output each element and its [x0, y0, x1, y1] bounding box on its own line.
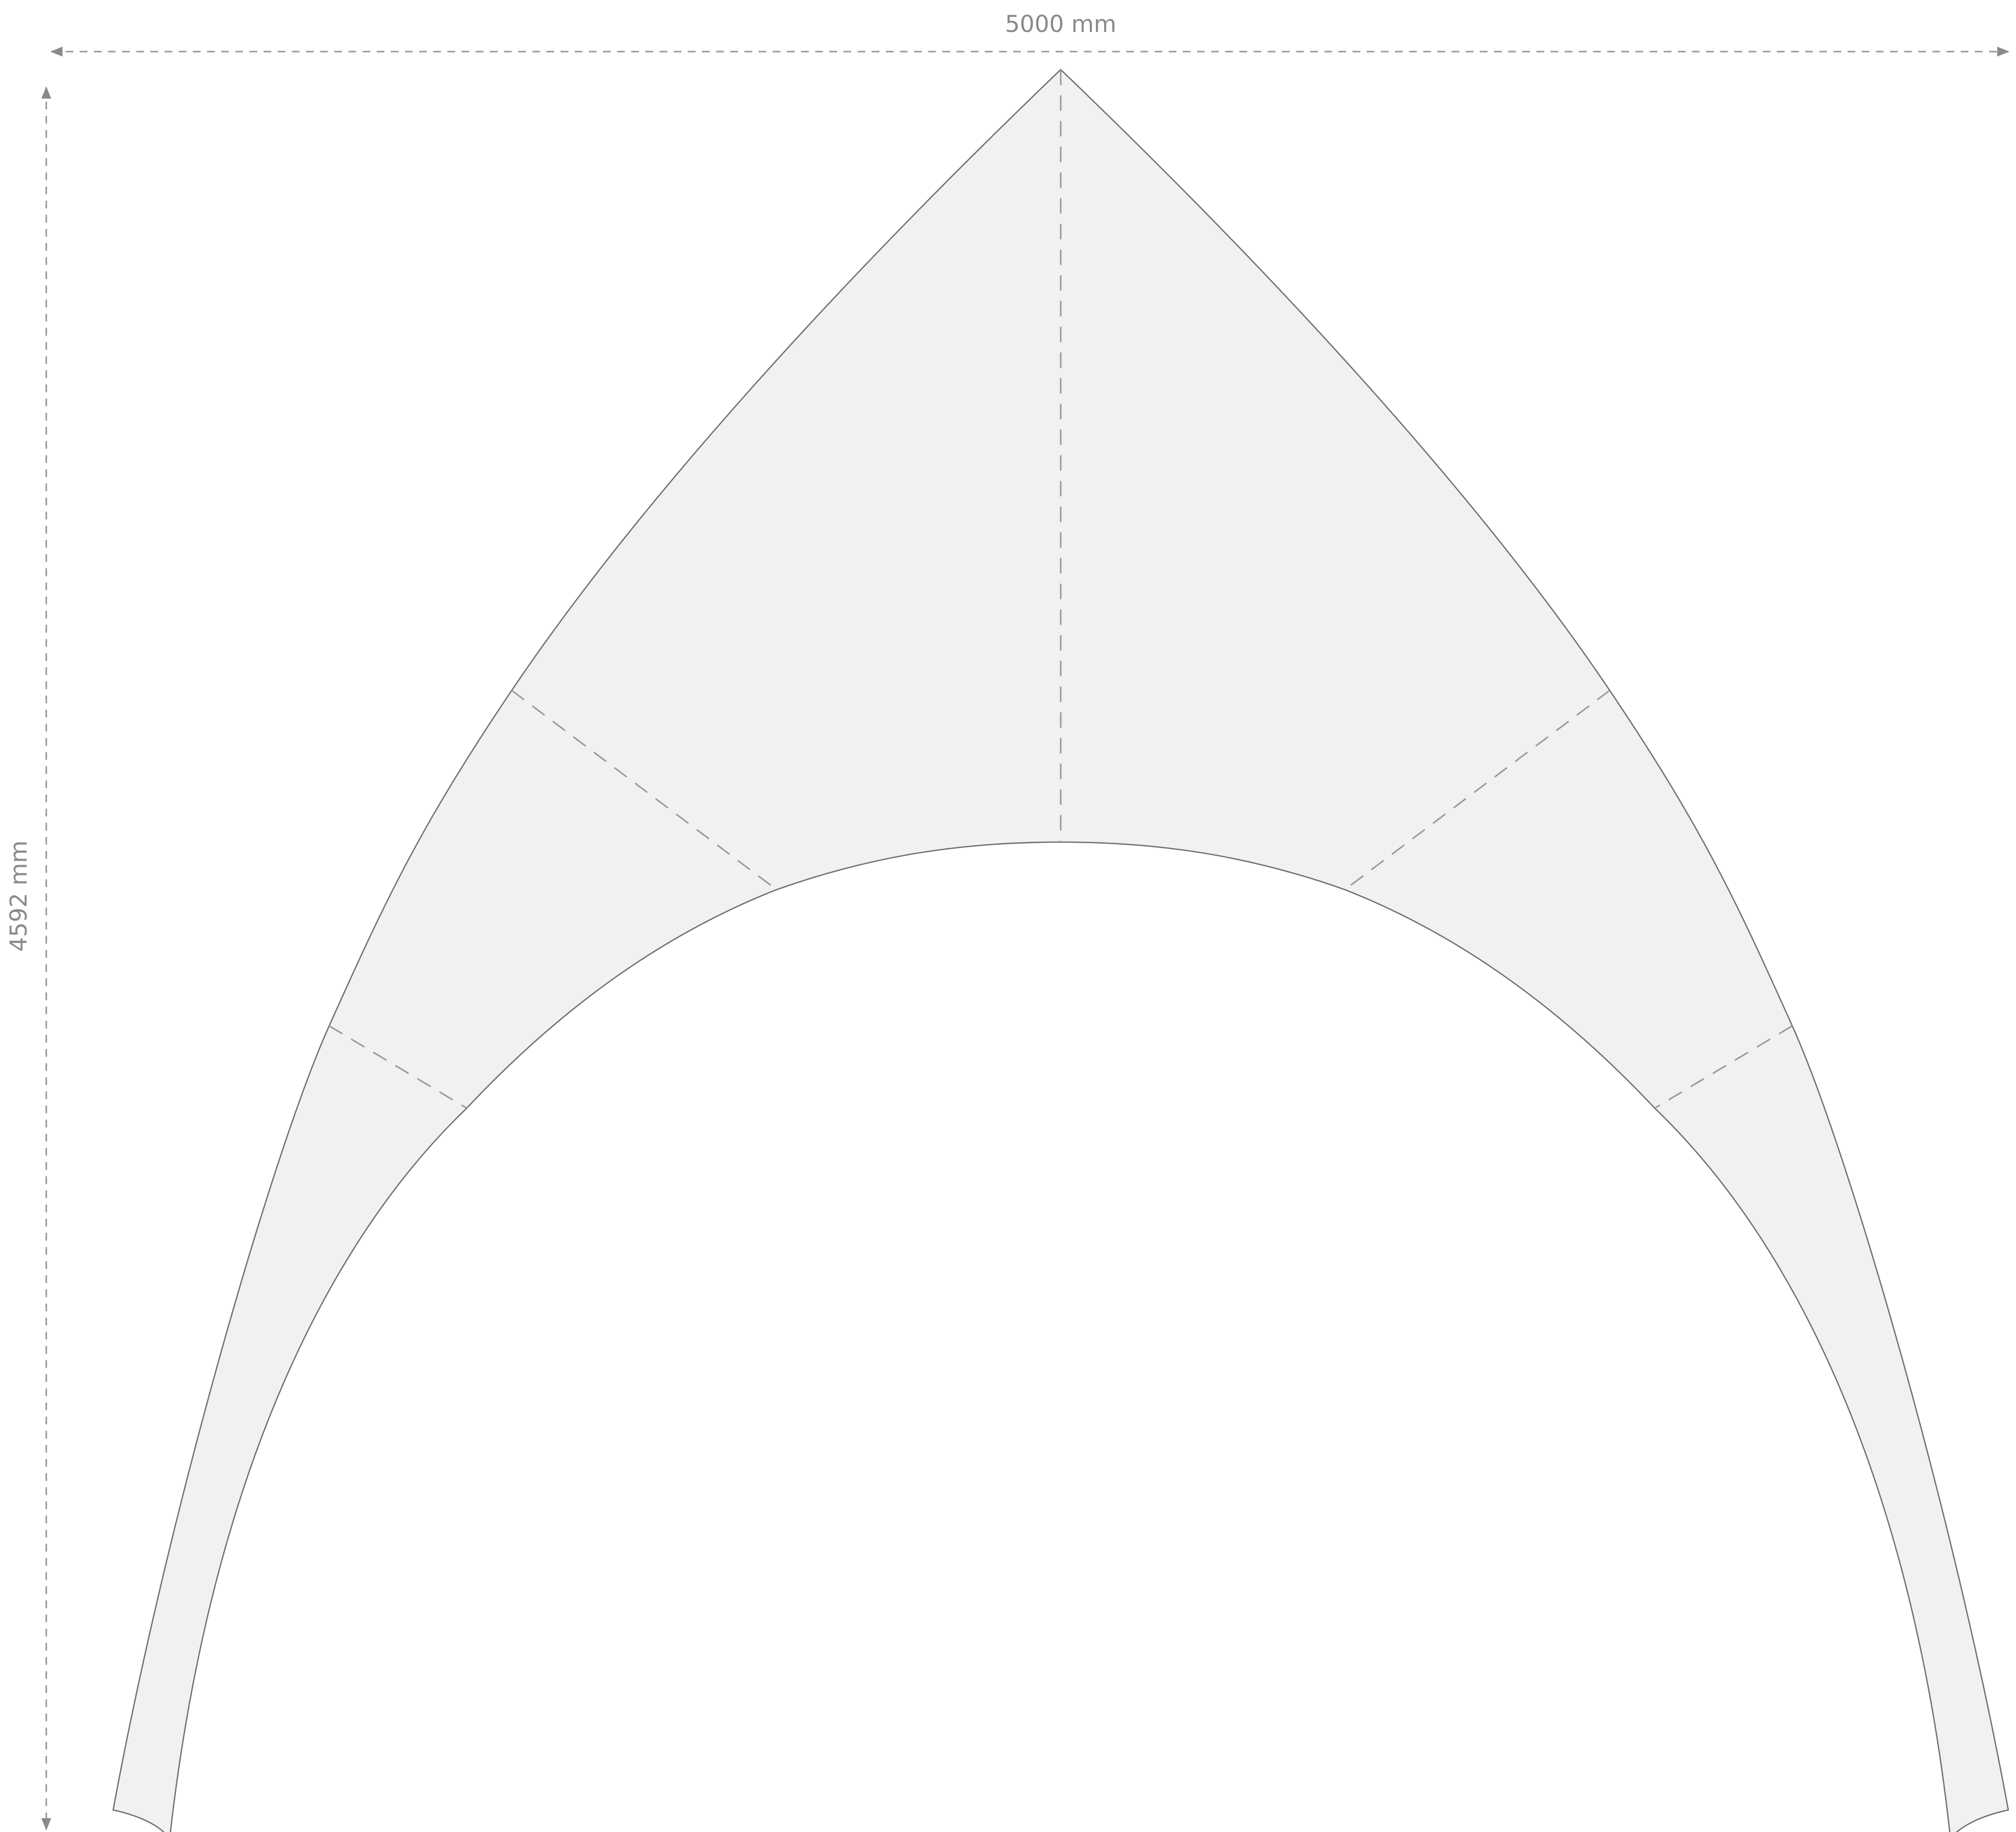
seam: [329, 1025, 467, 1109]
seam-lines: [329, 69, 1793, 1109]
seam: [1344, 689, 1611, 891]
seam: [511, 689, 777, 891]
width-label: 5000 mm: [1005, 11, 1116, 38]
height-label: 4592 mm: [5, 841, 32, 952]
seam: [1654, 1025, 1793, 1109]
